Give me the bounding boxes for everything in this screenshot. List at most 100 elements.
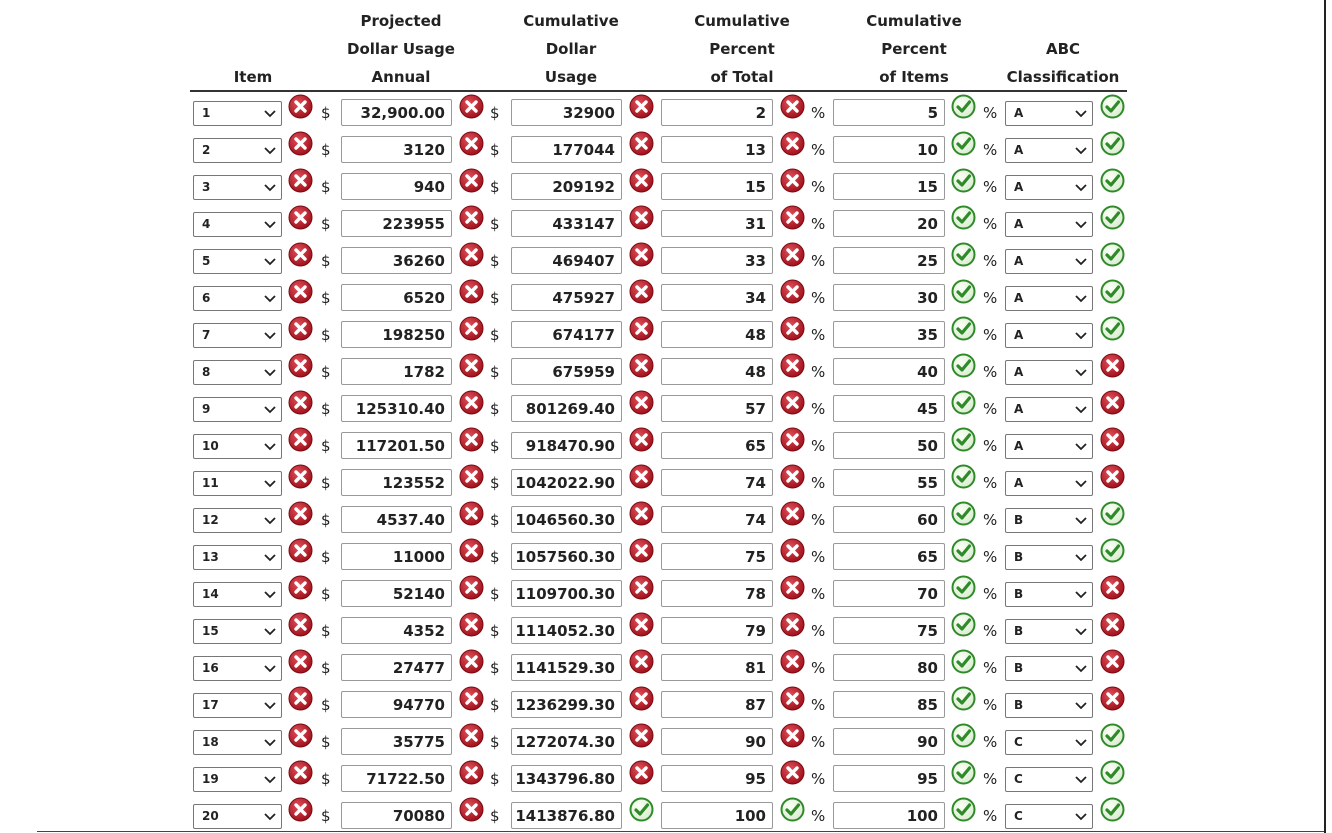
value-input[interactable]: 74	[661, 469, 773, 496]
value-input[interactable]: 85	[833, 691, 945, 718]
value-input[interactable]: 15	[833, 173, 945, 200]
item-select[interactable]: 19	[193, 767, 282, 792]
value-input[interactable]: 48	[661, 358, 773, 385]
value-input[interactable]: 5	[833, 99, 945, 126]
item-select[interactable]: 20	[193, 804, 282, 829]
value-input[interactable]: 74	[661, 506, 773, 533]
value-input[interactable]: 32900	[511, 99, 622, 126]
value-input[interactable]: 80	[833, 654, 945, 681]
class-select[interactable]: A	[1005, 249, 1093, 274]
value-input[interactable]: 35775	[341, 728, 452, 755]
item-select[interactable]: 2	[193, 138, 282, 163]
value-input[interactable]: 1272074.30	[511, 728, 622, 755]
item-select[interactable]: 14	[193, 582, 282, 607]
value-input[interactable]: 10	[833, 136, 945, 163]
value-input[interactable]: 125310.40	[341, 395, 452, 422]
class-select[interactable]: B	[1005, 545, 1093, 570]
item-select[interactable]: 16	[193, 656, 282, 681]
value-input[interactable]: 95	[661, 765, 773, 792]
item-select[interactable]: 5	[193, 249, 282, 274]
class-select[interactable]: B	[1005, 582, 1093, 607]
class-select[interactable]: A	[1005, 212, 1093, 237]
class-select[interactable]: A	[1005, 175, 1093, 200]
value-input[interactable]: 3120	[341, 136, 452, 163]
value-input[interactable]: 65	[661, 432, 773, 459]
value-input[interactable]: 52140	[341, 580, 452, 607]
item-select[interactable]: 18	[193, 730, 282, 755]
item-select[interactable]: 3	[193, 175, 282, 200]
item-select[interactable]: 15	[193, 619, 282, 644]
value-input[interactable]: 78	[661, 580, 773, 607]
class-select[interactable]: B	[1005, 693, 1093, 718]
value-input[interactable]: 1114052.30	[511, 617, 622, 644]
item-select[interactable]: 12	[193, 508, 282, 533]
value-input[interactable]: 433147	[511, 210, 622, 237]
value-input[interactable]: 1109700.30	[511, 580, 622, 607]
value-input[interactable]: 117201.50	[341, 432, 452, 459]
value-input[interactable]: 48	[661, 321, 773, 348]
item-select[interactable]: 1	[193, 101, 282, 126]
value-input[interactable]: 75	[661, 543, 773, 570]
value-input[interactable]: 35	[833, 321, 945, 348]
value-input[interactable]: 223955	[341, 210, 452, 237]
item-select[interactable]: 10	[193, 434, 282, 459]
value-input[interactable]: 4537.40	[341, 506, 452, 533]
value-input[interactable]: 940	[341, 173, 452, 200]
item-select[interactable]: 17	[193, 693, 282, 718]
value-input[interactable]: 27477	[341, 654, 452, 681]
value-input[interactable]: 20	[833, 210, 945, 237]
class-select[interactable]: A	[1005, 138, 1093, 163]
value-input[interactable]: 31	[661, 210, 773, 237]
value-input[interactable]: 70	[833, 580, 945, 607]
value-input[interactable]: 55	[833, 469, 945, 496]
class-select[interactable]: C	[1005, 767, 1093, 792]
value-input[interactable]: 40	[833, 358, 945, 385]
value-input[interactable]: 918470.90	[511, 432, 622, 459]
value-input[interactable]: 4352	[341, 617, 452, 644]
value-input[interactable]: 6520	[341, 284, 452, 311]
item-select[interactable]: 6	[193, 286, 282, 311]
value-input[interactable]: 33	[661, 247, 773, 274]
value-input[interactable]: 1042022.90	[511, 469, 622, 496]
value-input[interactable]: 100	[833, 802, 945, 829]
value-input[interactable]: 1141529.30	[511, 654, 622, 681]
value-input[interactable]: 94770	[341, 691, 452, 718]
value-input[interactable]: 11000	[341, 543, 452, 570]
class-select[interactable]: A	[1005, 101, 1093, 126]
class-select[interactable]: A	[1005, 286, 1093, 311]
item-select[interactable]: 13	[193, 545, 282, 570]
class-select[interactable]: C	[1005, 804, 1093, 829]
class-select[interactable]: A	[1005, 323, 1093, 348]
item-select[interactable]: 8	[193, 360, 282, 385]
value-input[interactable]: 45	[833, 395, 945, 422]
value-input[interactable]: 75	[833, 617, 945, 644]
value-input[interactable]: 57	[661, 395, 773, 422]
value-input[interactable]: 81	[661, 654, 773, 681]
value-input[interactable]: 79	[661, 617, 773, 644]
value-input[interactable]: 123552	[341, 469, 452, 496]
value-input[interactable]: 65	[833, 543, 945, 570]
value-input[interactable]: 1057560.30	[511, 543, 622, 570]
item-select[interactable]: 7	[193, 323, 282, 348]
value-input[interactable]: 2	[661, 99, 773, 126]
value-input[interactable]: 469407	[511, 247, 622, 274]
value-input[interactable]: 71722.50	[341, 765, 452, 792]
value-input[interactable]: 50	[833, 432, 945, 459]
class-select[interactable]: A	[1005, 360, 1093, 385]
item-select[interactable]: 9	[193, 397, 282, 422]
class-select[interactable]: A	[1005, 397, 1093, 422]
class-select[interactable]: B	[1005, 619, 1093, 644]
value-input[interactable]: 13	[661, 136, 773, 163]
value-input[interactable]: 60	[833, 506, 945, 533]
value-input[interactable]: 90	[661, 728, 773, 755]
class-select[interactable]: A	[1005, 434, 1093, 459]
class-select[interactable]: C	[1005, 730, 1093, 755]
value-input[interactable]: 1236299.30	[511, 691, 622, 718]
value-input[interactable]: 25	[833, 247, 945, 274]
value-input[interactable]: 32,900.00	[341, 99, 452, 126]
value-input[interactable]: 1046560.30	[511, 506, 622, 533]
value-input[interactable]: 15	[661, 173, 773, 200]
value-input[interactable]: 70080	[341, 802, 452, 829]
value-input[interactable]: 90	[833, 728, 945, 755]
value-input[interactable]: 209192	[511, 173, 622, 200]
